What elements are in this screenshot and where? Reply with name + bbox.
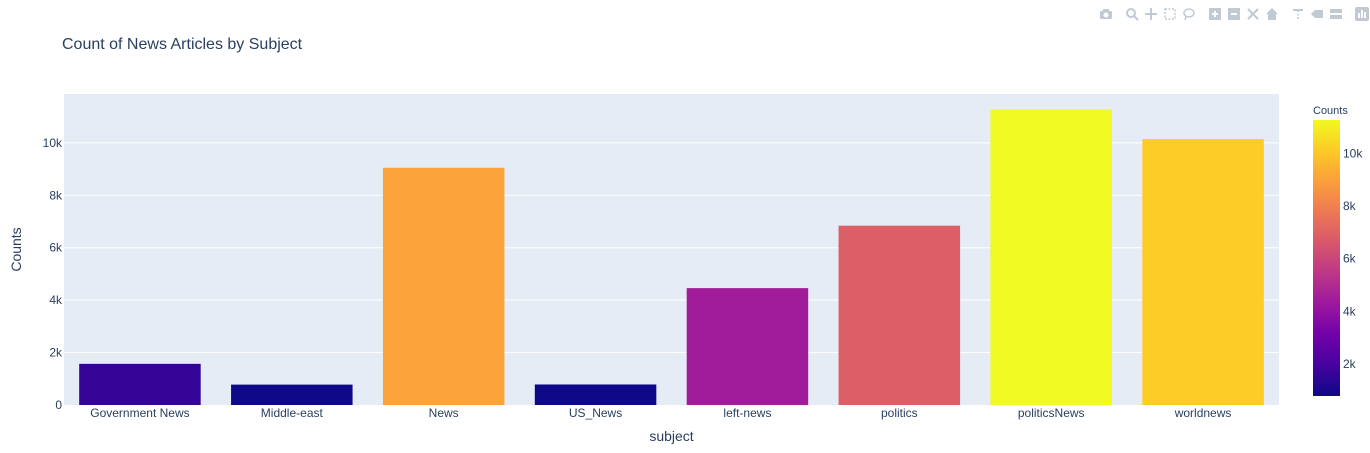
hover-compare-icon[interactable] <box>1328 6 1344 22</box>
bar-government-news[interactable] <box>79 363 201 405</box>
x-tick-label: politicsNews <box>1018 406 1085 420</box>
x-tick-label: Middle-east <box>261 406 324 420</box>
zoom-out-icon[interactable] <box>1226 6 1242 22</box>
x-axis-title: subject <box>649 428 693 444</box>
modebar <box>1090 6 1370 26</box>
pan-icon[interactable] <box>1143 6 1159 22</box>
x-tick-label: Government News <box>90 406 189 420</box>
box-select-icon[interactable] <box>1162 6 1178 22</box>
y-tick-label: 0 <box>55 398 62 412</box>
y-tick-label: 10k <box>43 136 63 150</box>
colorbar-tick-label: 4k <box>1343 304 1357 318</box>
bar-news[interactable] <box>382 167 505 405</box>
colorbar-tick-label: 2k <box>1343 357 1357 371</box>
x-axis-ticks: Government News Middle-east News US_News lef… <box>90 406 1231 420</box>
autoscale-icon[interactable] <box>1245 6 1261 22</box>
colorbar-tick-label: 6k <box>1343 252 1357 266</box>
x-tick-label: US_News <box>569 406 622 420</box>
colorbar: Counts 2k 4k 6k 8k 10k <box>1313 105 1363 396</box>
bar-politicsnews[interactable] <box>990 109 1112 405</box>
chart-title: Count of News Articles by Subject <box>62 36 303 53</box>
bar-middle-east[interactable] <box>231 384 353 405</box>
x-tick-label: News <box>429 406 459 420</box>
y-axis-ticks: 0 2k 4k 6k 8k 10k <box>43 136 63 412</box>
x-tick-label: left-news <box>723 406 771 420</box>
colorbar-title: Counts <box>1313 105 1348 117</box>
colorbar-tick-label: 8k <box>1343 199 1357 213</box>
y-axis-title: Counts <box>8 227 24 271</box>
x-tick-label: politics <box>881 406 918 420</box>
zoom-icon[interactable] <box>1124 6 1140 22</box>
spike-lines-icon[interactable] <box>1290 6 1306 22</box>
hover-closest-icon[interactable] <box>1309 6 1325 22</box>
camera-icon[interactable] <box>1098 6 1114 22</box>
plotly-logo-icon[interactable] <box>1354 6 1370 22</box>
zoom-in-icon[interactable] <box>1207 6 1223 22</box>
lasso-select-icon[interactable] <box>1181 6 1197 22</box>
y-tick-label: 8k <box>49 188 63 202</box>
colorbar-tick-label: 10k <box>1343 146 1363 160</box>
reset-axes-icon[interactable] <box>1264 6 1280 22</box>
y-tick-label: 4k <box>49 293 63 307</box>
bar-us-news[interactable] <box>534 384 657 405</box>
bars-group <box>79 109 1264 405</box>
y-tick-label: 2k <box>49 346 63 360</box>
bar-left-news[interactable] <box>686 288 809 405</box>
colorbar-scale <box>1313 120 1340 396</box>
y-tick-label: 6k <box>49 241 63 255</box>
bar-politics[interactable] <box>838 225 961 405</box>
x-tick-label: worldnews <box>1174 406 1232 420</box>
bar-worldnews[interactable] <box>1142 139 1264 405</box>
